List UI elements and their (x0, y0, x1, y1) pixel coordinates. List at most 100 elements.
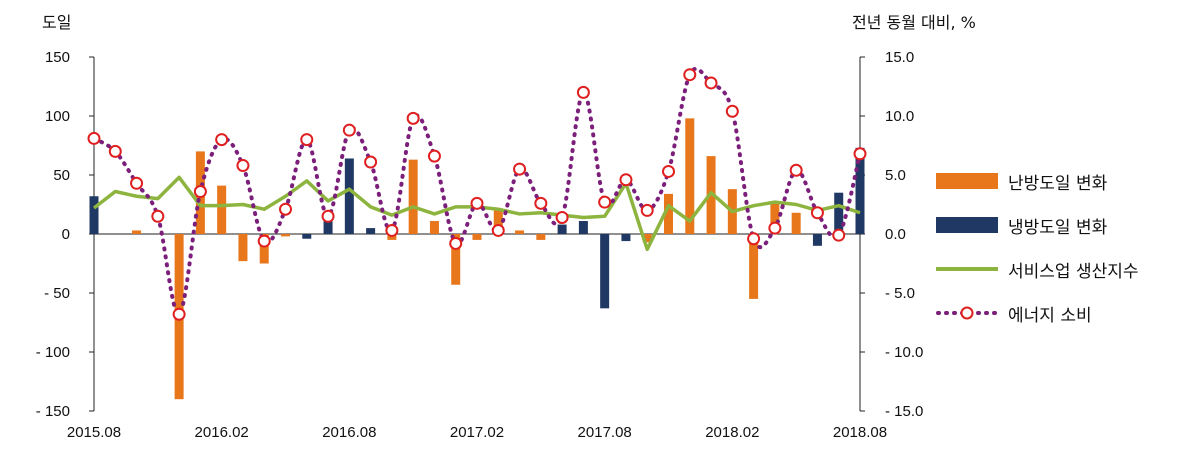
right-tick-label: 10.0 (885, 108, 914, 125)
energy-point (853, 147, 867, 161)
legend-label-cooling: 냉방도일 변화 (1008, 217, 1108, 238)
heating-bar (791, 212, 801, 234)
right-tick-label: 5.0 (885, 167, 906, 184)
energy-point (470, 196, 484, 210)
cooling-bar (366, 228, 376, 234)
heating-bar (429, 221, 439, 234)
legend-swatch-heating (936, 170, 998, 192)
right-tick-label: - 5.0 (885, 285, 915, 302)
energy-point (87, 131, 101, 145)
energy-point (151, 209, 165, 223)
energy-point (193, 185, 207, 199)
cooling-bar (855, 147, 865, 234)
x-tick-label: 2015.08 (67, 424, 121, 441)
heating-bar (472, 234, 482, 240)
energy-point (279, 202, 292, 216)
heating-bar (217, 185, 227, 234)
energy-point (704, 76, 718, 90)
left-tick-label: - 150 (36, 403, 70, 420)
energy-point (449, 236, 463, 250)
left-tick-label: - 100 (36, 344, 70, 361)
bars (89, 118, 865, 400)
energy-point (385, 223, 399, 237)
left-tick-label: 0 (62, 226, 70, 243)
energy-point (768, 221, 782, 235)
x-tick-label: 2016.02 (195, 424, 249, 441)
energy-point (576, 85, 590, 99)
left-tick-label: - 50 (44, 285, 70, 302)
energy-point (342, 123, 356, 137)
energy-point (406, 111, 420, 125)
heating-bar (259, 234, 269, 264)
x-tick-label: 2016.08 (322, 424, 376, 441)
lines (92, 66, 862, 317)
legend-label-energy: 에너지 소비 (1008, 305, 1092, 326)
heating-bar (515, 230, 525, 234)
legend-item-energy: 에너지 소비 (936, 302, 1196, 326)
energy-point (215, 133, 229, 147)
axes: 150 100 50 0 - 50 - 100 - 150 15.0 10.0 5.0 0.0 - 5… (36, 49, 924, 441)
heating-bar (238, 234, 248, 262)
left-tick-label: 150 (45, 49, 70, 66)
right-tick-label: - 10.0 (885, 344, 923, 361)
energy-point (832, 228, 846, 242)
energy-point (640, 203, 654, 217)
legend-label-heating: 난방도일 변화 (1008, 173, 1108, 194)
energy-point (427, 149, 441, 163)
cooling-bar (834, 192, 844, 234)
energy-point (810, 206, 824, 220)
x-tick-label: 2018.02 (705, 424, 759, 441)
legend-item-cooling: 냉방도일 변화 (936, 214, 1196, 238)
energy-point (619, 173, 633, 187)
cooling-bar (578, 221, 588, 234)
x-tick-label: 2017.08 (578, 424, 632, 441)
heating-bar (664, 193, 673, 234)
x-tick-label: 2018.08 (833, 424, 887, 441)
right-axis-label: 전년 동월 대비, % (852, 13, 976, 32)
cooling-bar (89, 196, 99, 234)
right-tick-label: 15.0 (885, 49, 914, 66)
energy-point (300, 133, 314, 147)
energy-point (789, 163, 803, 177)
legend-item-service: 서비스업 생산지수 (936, 258, 1196, 282)
cooling-bar (302, 234, 312, 239)
legend-swatch-service (936, 258, 998, 280)
right-tick-label: 0.0 (885, 226, 906, 243)
heating-bar (451, 234, 461, 285)
energy-point (534, 196, 548, 210)
legend-label-service: 서비스업 생산지수 (1008, 261, 1139, 282)
energy-consumption-line (92, 66, 862, 317)
left-tick-label: 100 (45, 108, 70, 125)
cooling-bar (557, 224, 567, 234)
x-tick-label: 2017.02 (450, 424, 504, 441)
legend-energy-icon (936, 306, 998, 320)
energy-point (725, 104, 739, 118)
energy-point (598, 195, 612, 209)
cooling-bar (344, 158, 354, 234)
heating-bar (536, 234, 546, 240)
left-tick-label: 50 (53, 167, 70, 184)
cooling-bar (812, 234, 822, 246)
cooling-bar (600, 234, 610, 309)
legend-swatch-cooling (936, 214, 998, 236)
legend: 난방도일 변화 냉방도일 변화 서비스업 생산지수 에너지 소비 (936, 170, 1196, 346)
left-axis-label: 도일 (42, 13, 71, 32)
energy-point (364, 155, 378, 169)
energy-point (662, 164, 675, 178)
heating-bar (770, 202, 780, 234)
energy-point (491, 223, 505, 237)
energy-point (555, 210, 569, 224)
heating-bar (685, 118, 695, 234)
energy-point (321, 209, 335, 223)
right-tick-label: - 15.0 (885, 403, 923, 420)
heating-bar (281, 234, 290, 237)
heating-bar (493, 210, 503, 234)
cooling-bar (621, 234, 631, 242)
heating-bar (749, 234, 759, 299)
energy-point (747, 232, 761, 246)
energy-point (683, 68, 697, 82)
heating-bar (132, 230, 142, 234)
energy-point (108, 144, 122, 158)
legend-item-heating: 난방도일 변화 (936, 170, 1196, 194)
